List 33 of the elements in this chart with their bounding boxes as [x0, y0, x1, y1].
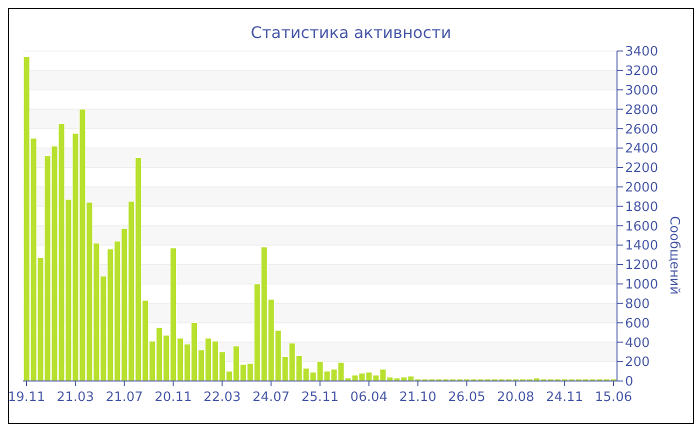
- x-tick-label: 25.11: [301, 390, 339, 405]
- y-tick-label: 200: [625, 355, 650, 370]
- x-tick-label: 24.11: [546, 390, 584, 405]
- y-tick-label: 2600: [625, 122, 658, 138]
- y-tick-label: 0: [625, 374, 634, 390]
- x-tick-label: 19.11: [8, 390, 46, 405]
- y-axis-title: Сообщений: [666, 216, 682, 295]
- x-tick-label: 26.05: [448, 390, 486, 405]
- x-tick-label: 21.10: [399, 390, 436, 405]
- x-tick-label: 24.07: [252, 390, 290, 405]
- y-tick-label: 1800: [625, 200, 658, 215]
- y-tick-label: 1200: [625, 258, 658, 274]
- chart-title: Статистика активности: [250, 23, 452, 42]
- y-tick-label: 2200: [625, 161, 658, 176]
- y-tick-label: 600: [625, 316, 650, 332]
- x-tick-label: 22.03: [204, 390, 241, 405]
- y-tick-label: 2400: [625, 142, 658, 157]
- y-tick-label: 1000: [625, 278, 658, 293]
- y-tick-label: 400: [625, 336, 650, 351]
- x-tick-label: 20.08: [497, 390, 534, 405]
- x-tick-label: 20.11: [154, 390, 192, 405]
- y-tick-label: 2000: [625, 180, 658, 196]
- y-tick-label: 800: [625, 296, 650, 312]
- x-tick-label: 15.06: [594, 390, 632, 405]
- y-tick-label: 3200: [625, 64, 658, 80]
- y-tick-label: 2800: [625, 102, 658, 118]
- x-tick-label: 06.04: [350, 390, 388, 405]
- y-tick-label: 1600: [625, 219, 658, 234]
- y-tick-label: 3000: [625, 83, 658, 98]
- y-tick-label: 1400: [625, 238, 658, 254]
- x-tick-label: 21.07: [106, 390, 143, 405]
- x-tick-label: 21.03: [56, 390, 94, 405]
- y-tick-label: 3400: [625, 44, 658, 60]
